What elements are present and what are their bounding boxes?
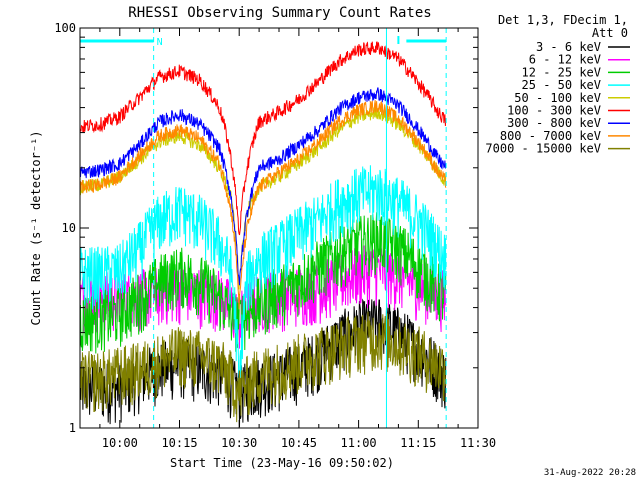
legend-label-2: 6 - 12 keV <box>529 53 601 67</box>
legend-label-9: 7000 - 15000 keV <box>485 142 601 156</box>
flag-label: N <box>157 37 163 48</box>
series-line-3 <box>79 212 447 354</box>
y-axis-label: Count Rate (s⁻¹ detector⁻¹) <box>29 130 43 325</box>
x-tick-label: 10:30 <box>221 436 257 450</box>
legend-label-7: 300 - 800 keV <box>507 116 601 130</box>
x-tick-label: 11:30 <box>460 436 496 450</box>
y-tick-label: 10 <box>62 221 76 235</box>
legend-label-4: 25 - 50 keV <box>522 78 601 92</box>
footer-timestamp: 31-Aug-2022 20:28 <box>544 468 636 478</box>
y-axis: 1 10 100 <box>54 21 478 435</box>
x-tick-label: 10:45 <box>281 436 317 450</box>
series-line-2 <box>79 245 447 349</box>
plot-area: N 10:00 10:15 10:30 10:45 11:00 11:15 11:30 11… <box>54 21 496 450</box>
legend-header-line-1: Det 1,3, FDecim 1, <box>498 13 628 27</box>
chart-title: RHESSI Observing Summary Count Rates <box>128 5 431 21</box>
x-axis-label: Start Time (23-May-16 09:50:02) <box>170 456 394 470</box>
series-line-6 <box>79 41 447 236</box>
legend-header-line-2: Att 0 <box>592 26 628 40</box>
x-axis: 10:00 10:15 10:30 10:45 11:00 11:15 11:30 <box>79 28 496 450</box>
series-line-4 <box>79 165 447 389</box>
x-tick-label: 10:15 <box>161 436 197 450</box>
x-tick-label: 11:00 <box>341 436 377 450</box>
legend-label-8: 800 - 7000 keV <box>500 129 601 143</box>
legend-label-5: 50 - 100 keV <box>514 91 601 105</box>
series-line-9 <box>79 311 447 423</box>
x-tick-label: 10:00 <box>102 436 138 450</box>
series-line-8 <box>79 100 447 310</box>
y-tick-label: 1 <box>69 421 76 435</box>
y-tick-label: 100 <box>54 21 76 35</box>
legend-label-3: 12 - 25 keV <box>522 65 601 79</box>
legend-label-1: 3 - 6 keV <box>536 40 601 54</box>
series-layer <box>79 41 447 428</box>
legend-label-6: 100 - 300 keV <box>507 104 601 118</box>
series-line-7 <box>79 87 447 286</box>
x-tick-label: 11:15 <box>400 436 436 450</box>
